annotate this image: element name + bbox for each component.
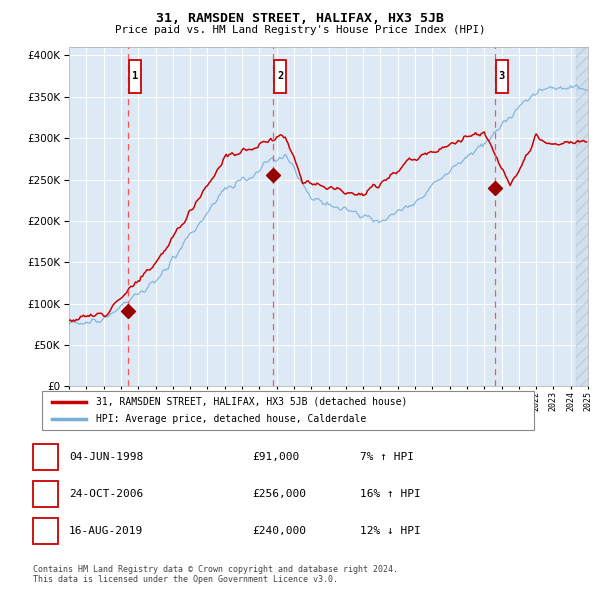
Text: Price paid vs. HM Land Registry's House Price Index (HPI): Price paid vs. HM Land Registry's House … xyxy=(115,25,485,35)
Text: 31, RAMSDEN STREET, HALIFAX, HX3 5JB: 31, RAMSDEN STREET, HALIFAX, HX3 5JB xyxy=(156,12,444,25)
Text: £91,000: £91,000 xyxy=(252,452,299,462)
Text: 2: 2 xyxy=(277,71,283,81)
Text: 3: 3 xyxy=(499,71,505,81)
FancyBboxPatch shape xyxy=(274,60,286,93)
FancyBboxPatch shape xyxy=(496,60,508,93)
Text: 2: 2 xyxy=(42,489,49,499)
Text: £240,000: £240,000 xyxy=(252,526,306,536)
Text: 7% ↑ HPI: 7% ↑ HPI xyxy=(360,452,414,462)
Text: £256,000: £256,000 xyxy=(252,489,306,499)
Bar xyxy=(576,47,590,386)
Text: 31, RAMSDEN STREET, HALIFAX, HX3 5JB (detached house): 31, RAMSDEN STREET, HALIFAX, HX3 5JB (de… xyxy=(96,396,407,407)
Text: 1: 1 xyxy=(132,71,138,81)
Text: 3: 3 xyxy=(42,526,49,536)
Text: HPI: Average price, detached house, Calderdale: HPI: Average price, detached house, Cald… xyxy=(96,414,367,424)
Text: 1: 1 xyxy=(42,452,49,462)
Text: 16-AUG-2019: 16-AUG-2019 xyxy=(69,526,143,536)
Text: 16% ↑ HPI: 16% ↑ HPI xyxy=(360,489,421,499)
FancyBboxPatch shape xyxy=(42,391,534,430)
Text: 04-JUN-1998: 04-JUN-1998 xyxy=(69,452,143,462)
Text: 24-OCT-2006: 24-OCT-2006 xyxy=(69,489,143,499)
FancyBboxPatch shape xyxy=(129,60,141,93)
Text: 12% ↓ HPI: 12% ↓ HPI xyxy=(360,526,421,536)
Text: Contains HM Land Registry data © Crown copyright and database right 2024.
This d: Contains HM Land Registry data © Crown c… xyxy=(33,565,398,584)
